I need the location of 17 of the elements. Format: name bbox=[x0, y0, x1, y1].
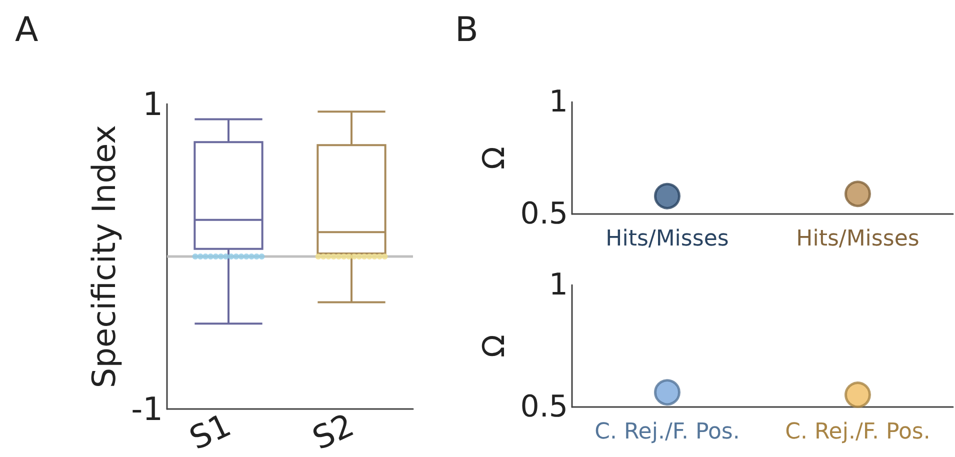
y-tick-label: 1 bbox=[548, 84, 568, 120]
y-axis-title: Ω bbox=[476, 146, 512, 170]
y-tick-label: 1 bbox=[548, 268, 568, 302]
y-tick-label: 0.5 bbox=[520, 390, 568, 424]
y-tick-label: -1 bbox=[131, 390, 163, 428]
x-tick-label: S2 bbox=[306, 406, 360, 457]
x-tick-label: Hits/Misses bbox=[796, 226, 920, 252]
x-tick-label: C. Rej./F. Pos. bbox=[594, 420, 740, 444]
chart-title: A bbox=[15, 10, 38, 50]
y-axis-title: Ω bbox=[476, 334, 512, 358]
x-tick-label: Hits/Misses bbox=[606, 226, 729, 252]
y-tick-label: 1 bbox=[142, 85, 163, 123]
y-tick-label: 0.5 bbox=[520, 196, 568, 232]
x-tick-label: S1 bbox=[184, 406, 237, 457]
x-tick-label: C. Rej./F. Pos. bbox=[785, 420, 930, 444]
y-axis-title: Specificity Index bbox=[85, 124, 124, 388]
chart-title: B bbox=[455, 10, 478, 50]
